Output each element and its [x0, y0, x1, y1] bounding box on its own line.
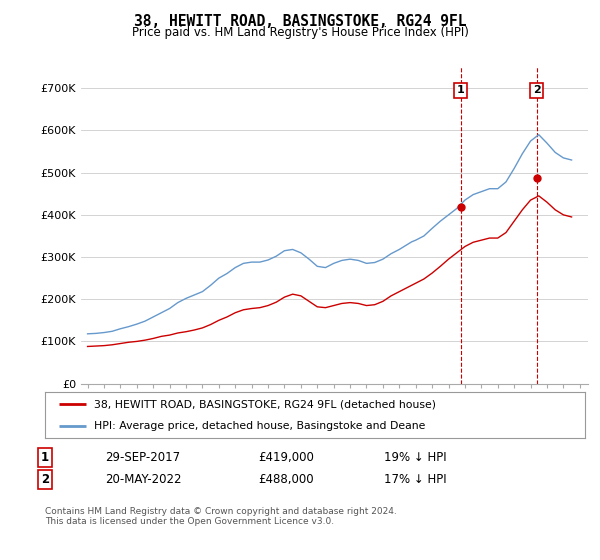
Text: £419,000: £419,000 — [258, 451, 314, 464]
Text: 20-MAY-2022: 20-MAY-2022 — [105, 473, 182, 487]
Text: 19% ↓ HPI: 19% ↓ HPI — [384, 451, 446, 464]
Text: 2: 2 — [533, 86, 541, 95]
Text: 1: 1 — [457, 86, 465, 95]
Text: 1: 1 — [41, 451, 49, 464]
Text: 17% ↓ HPI: 17% ↓ HPI — [384, 473, 446, 487]
Text: 38, HEWITT ROAD, BASINGSTOKE, RG24 9FL: 38, HEWITT ROAD, BASINGSTOKE, RG24 9FL — [134, 14, 466, 29]
Text: 2: 2 — [41, 473, 49, 487]
Text: Price paid vs. HM Land Registry's House Price Index (HPI): Price paid vs. HM Land Registry's House … — [131, 26, 469, 39]
Text: £488,000: £488,000 — [258, 473, 314, 487]
Text: HPI: Average price, detached house, Basingstoke and Deane: HPI: Average price, detached house, Basi… — [94, 421, 425, 431]
Text: 38, HEWITT ROAD, BASINGSTOKE, RG24 9FL (detached house): 38, HEWITT ROAD, BASINGSTOKE, RG24 9FL (… — [94, 399, 436, 409]
Text: 29-SEP-2017: 29-SEP-2017 — [105, 451, 180, 464]
Text: Contains HM Land Registry data © Crown copyright and database right 2024.
This d: Contains HM Land Registry data © Crown c… — [45, 507, 397, 526]
